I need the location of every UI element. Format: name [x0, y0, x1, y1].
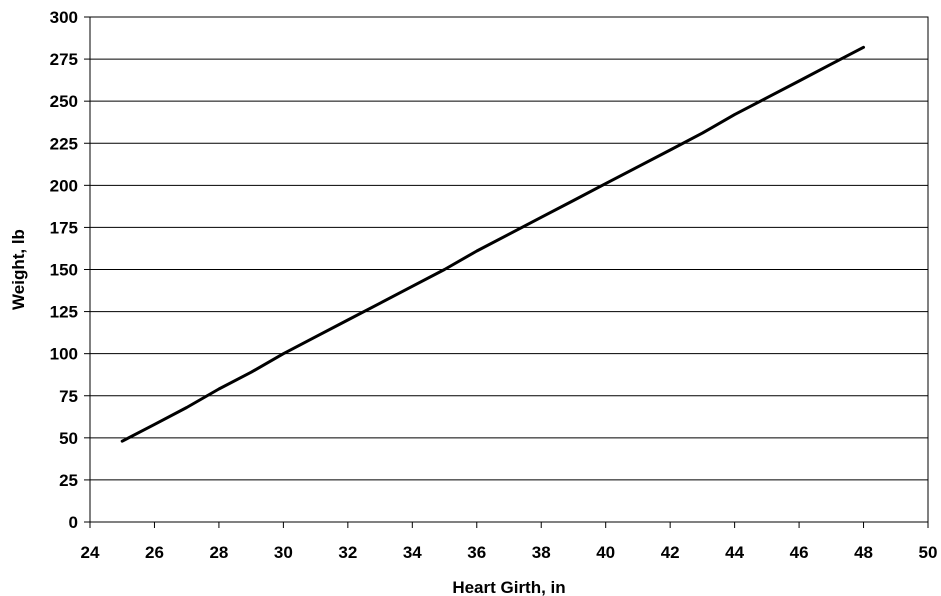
y-tick-label: 125: [50, 303, 78, 322]
x-tick-label: 42: [661, 543, 680, 562]
x-tick-label: 30: [274, 543, 293, 562]
y-tick-label: 300: [50, 8, 78, 27]
x-tick-label: 44: [725, 543, 744, 562]
y-tick-label: 200: [50, 176, 78, 195]
x-tick-label: 32: [338, 543, 357, 562]
y-axis-title: Weight, lb: [9, 229, 28, 310]
y-tick-label: 25: [59, 471, 78, 490]
gridlines: [90, 58, 928, 481]
x-tick-label: 36: [467, 543, 486, 562]
y-tick-label: 175: [50, 218, 78, 237]
x-tick-label: 26: [145, 543, 164, 562]
y-tick-label: 250: [50, 92, 78, 111]
y-tick-label: 275: [50, 50, 78, 69]
series-line: [120, 45, 865, 443]
x-axis-ticks: 24 26 28 30 32 34 36 38 40 42 44 46 48 50: [81, 522, 938, 562]
y-tick-label: 50: [59, 429, 78, 448]
x-tick-label: 46: [790, 543, 809, 562]
x-tick-label: 40: [596, 543, 615, 562]
y-tick-label: 0: [69, 513, 78, 532]
y-tick-label: 75: [59, 387, 78, 406]
x-axis-title: Heart Girth, in: [452, 578, 565, 596]
x-tick-label: 34: [403, 543, 422, 562]
y-tick-label: 150: [50, 261, 78, 280]
x-tick-label: 50: [919, 543, 938, 562]
series-group: [120, 45, 865, 443]
y-axis-ticks: 0 25 50 75 100 125 150 175 200 225 250 275 300: [50, 8, 90, 532]
y-tick-label: 225: [50, 134, 78, 153]
x-tick-label: 48: [854, 543, 873, 562]
x-tick-label: 38: [532, 543, 551, 562]
x-tick-label: 24: [81, 543, 100, 562]
y-tick-label: 100: [50, 345, 78, 364]
x-tick-label: 28: [209, 543, 228, 562]
